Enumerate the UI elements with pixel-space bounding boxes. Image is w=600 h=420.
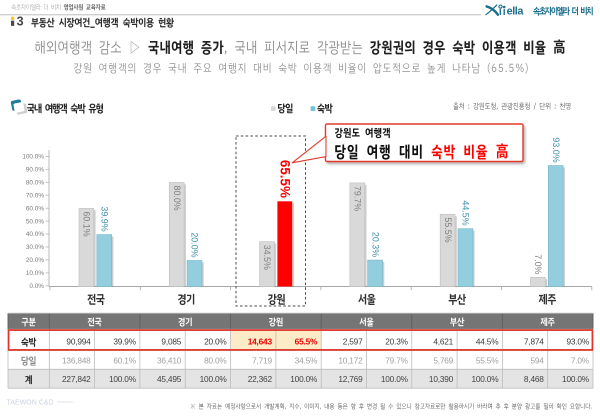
svg-text:10,390: 10,390 xyxy=(429,374,454,384)
svg-text:70.0%: 70.0% xyxy=(26,192,44,199)
svg-text:55.5%: 55.5% xyxy=(443,217,453,242)
svg-text:34.5%: 34.5% xyxy=(262,245,272,270)
svg-text:80.0%: 80.0% xyxy=(172,186,182,211)
svg-text:100.0%: 100.0% xyxy=(22,154,44,161)
svg-text:136,848: 136,848 xyxy=(62,355,91,365)
svg-text:90.0%: 90.0% xyxy=(26,167,44,174)
svg-text:20.3%: 20.3% xyxy=(370,232,380,257)
svg-text:100.0%: 100.0% xyxy=(200,374,228,384)
svg-text:60.1%: 60.1% xyxy=(113,355,136,365)
svg-text:79.7%: 79.7% xyxy=(353,186,363,211)
svg-text:93.0%: 93.0% xyxy=(551,137,561,162)
svg-text:80.0%: 80.0% xyxy=(204,355,227,365)
svg-text:9,085: 9,085 xyxy=(161,337,181,347)
svg-text:40.0%: 40.0% xyxy=(26,231,44,238)
svg-text:65.5%: 65.5% xyxy=(278,160,293,198)
svg-text:93.0%: 93.0% xyxy=(566,337,589,347)
svg-text:22,362: 22,362 xyxy=(248,374,273,384)
svg-text:7.0%: 7.0% xyxy=(571,355,590,365)
svg-text:50.0%: 50.0% xyxy=(26,218,44,225)
svg-text:100.0%: 100.0% xyxy=(381,374,409,384)
svg-text:80.0%: 80.0% xyxy=(26,180,44,187)
svg-text:44.5%: 44.5% xyxy=(476,337,499,347)
svg-text:7,874: 7,874 xyxy=(524,337,544,347)
svg-text:20.0%: 20.0% xyxy=(204,337,227,347)
svg-text:65.5%: 65.5% xyxy=(295,337,318,347)
svg-text:12,769: 12,769 xyxy=(338,374,363,384)
svg-text:20.0%: 20.0% xyxy=(190,232,200,257)
svg-text:100.0%: 100.0% xyxy=(562,374,590,384)
svg-text:20.0%: 20.0% xyxy=(26,257,44,264)
svg-text:5,769: 5,769 xyxy=(433,355,453,365)
svg-text:7.0%: 7.0% xyxy=(533,254,543,274)
svg-text:45,495: 45,495 xyxy=(157,374,182,384)
svg-text:60.1%: 60.1% xyxy=(82,211,92,236)
svg-text:90,994: 90,994 xyxy=(66,337,91,347)
svg-text:14,643: 14,643 xyxy=(248,337,273,347)
svg-text:227,842: 227,842 xyxy=(62,374,91,384)
svg-text:55.5%: 55.5% xyxy=(476,355,499,365)
svg-text:7,719: 7,719 xyxy=(252,355,272,365)
svg-text:36,410: 36,410 xyxy=(157,355,182,365)
svg-text:8,468: 8,468 xyxy=(524,374,544,384)
svg-text:4,621: 4,621 xyxy=(433,337,453,347)
svg-text:ella: ella xyxy=(507,6,525,18)
svg-text:39.9%: 39.9% xyxy=(113,337,136,347)
svg-text:0.0%: 0.0% xyxy=(29,283,44,290)
svg-text:100.0%: 100.0% xyxy=(109,374,137,384)
svg-text:39.9%: 39.9% xyxy=(99,206,109,231)
svg-text:79.7%: 79.7% xyxy=(385,355,408,365)
svg-text:3: 3 xyxy=(17,15,24,29)
svg-text:10,172: 10,172 xyxy=(338,355,363,365)
svg-text:TAEWON C&D: TAEWON C&D xyxy=(7,400,54,407)
svg-text:30.0%: 30.0% xyxy=(26,244,44,251)
svg-text:44.5%: 44.5% xyxy=(461,200,471,225)
svg-text:34.5%: 34.5% xyxy=(295,355,318,365)
svg-text:594: 594 xyxy=(530,355,544,365)
svg-text:100.0%: 100.0% xyxy=(471,374,499,384)
svg-text:20.3%: 20.3% xyxy=(385,337,408,347)
svg-text:10.0%: 10.0% xyxy=(26,270,44,277)
svg-text:100.0%: 100.0% xyxy=(290,374,318,384)
svg-text:2,597: 2,597 xyxy=(343,337,363,347)
svg-text:60.0%: 60.0% xyxy=(26,205,44,212)
